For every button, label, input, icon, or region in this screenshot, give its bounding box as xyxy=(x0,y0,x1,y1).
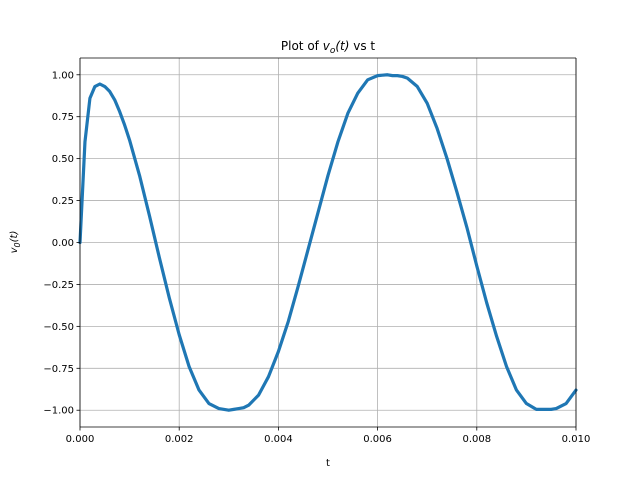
series-lines xyxy=(78,73,578,412)
y-tick-label: −0.25 xyxy=(43,280,74,291)
ylabel-argument: (t) xyxy=(9,231,20,243)
y-axis-label: v0(t) xyxy=(9,231,22,254)
y-tick-label: 0.00 xyxy=(52,238,74,249)
title-variable: v xyxy=(323,39,331,53)
title-prefix: Plot of xyxy=(281,39,323,53)
x-axis-ticks: 0.000 0.002 0.004 0.006 0.008 0.010 xyxy=(66,427,591,445)
y-axis-ticks: −1.00 −0.75 −0.50 −0.25 0.00 0.25 0.50 0.75 1.00 xyxy=(43,70,80,417)
ylabel-subscript: 0 xyxy=(13,242,22,247)
title-subscript: o xyxy=(330,46,336,56)
series-line xyxy=(78,73,578,412)
title-suffix: vs t xyxy=(349,39,375,53)
ylabel-variable: v xyxy=(9,246,20,253)
x-tick-label: 0.002 xyxy=(165,434,194,445)
y-tick-label: 0.25 xyxy=(52,196,74,207)
title-argument: (t) xyxy=(335,39,349,53)
x-tick-label: 0.000 xyxy=(66,434,95,445)
y-tick-label: −0.75 xyxy=(43,364,74,375)
x-tick-label: 0.004 xyxy=(264,434,293,445)
x-tick-label: 0.008 xyxy=(462,434,491,445)
chart-title: Plot of vo(t) vs t xyxy=(281,39,375,56)
x-tick-label: 0.010 xyxy=(562,434,591,445)
y-tick-label: 1.00 xyxy=(52,70,74,81)
y-tick-label: 0.75 xyxy=(52,112,74,123)
x-tick-label: 0.006 xyxy=(363,434,392,445)
y-tick-label: −0.50 xyxy=(43,322,74,333)
y-tick-label: −1.00 xyxy=(43,406,74,417)
x-axis-label: t xyxy=(326,458,330,469)
axes-frame xyxy=(79,57,577,428)
y-tick-label: 0.50 xyxy=(52,154,74,165)
